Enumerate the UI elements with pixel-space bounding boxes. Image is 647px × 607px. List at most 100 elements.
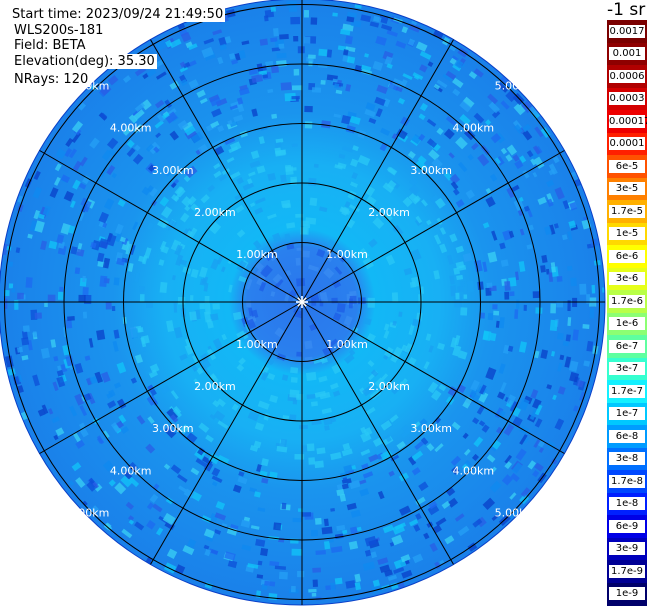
speckle-cell: [191, 365, 198, 372]
speckle-cell: [357, 154, 371, 166]
speckle-cell: [396, 128, 408, 140]
range-ring-label: 1.00km: [236, 248, 278, 261]
speckle-cell: [249, 444, 259, 452]
speckle-cell: [486, 454, 496, 463]
speckle-cell: [107, 74, 119, 86]
speckle-cell: [127, 515, 135, 522]
speckle-cell: [432, 524, 442, 534]
speckle-cell: [273, 522, 282, 531]
speckle-cell: [146, 520, 156, 530]
speckle-cell: [257, 507, 266, 512]
speckle-cell: [482, 261, 488, 273]
speckle-cell: [378, 15, 389, 24]
speckle-cell: [428, 500, 438, 510]
speckle-cell: [527, 105, 539, 118]
speckle-cell: [213, 163, 221, 170]
speckle-cell: [426, 443, 435, 452]
speckle-cell: [76, 248, 85, 257]
speckle-cell: [289, 414, 297, 421]
range-ring-label: 1.00km: [236, 338, 278, 351]
speckle-cell: [377, 557, 389, 566]
speckle-cell: [48, 240, 58, 250]
speckle-cell: [433, 30, 444, 39]
speckle-cell: [34, 220, 45, 233]
speckle-cell: [532, 145, 541, 155]
speckle-cell: [548, 224, 556, 235]
speckle-cell: [509, 291, 515, 297]
speckle-cell: [217, 56, 224, 65]
speckle-cell: [250, 309, 259, 319]
speckle-cell: [290, 167, 297, 171]
speckle-cell: [383, 330, 390, 339]
speckle-cell: [386, 63, 393, 69]
speckle-cell: [284, 164, 292, 172]
speckle-cell: [454, 513, 465, 522]
speckle-cell: [249, 202, 256, 208]
speckle-cell: [175, 254, 184, 266]
speckle-cell: [153, 146, 160, 153]
speckle-cell: [113, 329, 120, 339]
speckle-cell: [457, 350, 468, 360]
speckle-cell: [141, 186, 151, 196]
speckle-cell: [454, 59, 464, 69]
speckle-cell: [236, 363, 245, 372]
speckle-cell: [413, 524, 421, 532]
speckle-cell: [11, 287, 16, 293]
speckle-cell: [572, 329, 579, 341]
speckle-cell: [246, 318, 257, 330]
speckle-cell: [264, 580, 276, 587]
speckle-cell: [419, 64, 428, 73]
speckle-cell: [457, 161, 468, 173]
speckle-cell: [290, 366, 299, 374]
speckle-cell: [390, 352, 400, 363]
speckle-cell: [306, 394, 316, 400]
speckle-cell: [236, 330, 246, 340]
colorbar-swatch: 0.0003: [607, 87, 647, 111]
speckle-cell: [391, 534, 404, 546]
speckle-cell: [241, 332, 249, 340]
speckle-cell: [400, 554, 411, 563]
speckle-cell: [238, 50, 246, 59]
colorbar-swatch: 6e-6: [607, 245, 647, 268]
speckle-cell: [212, 338, 224, 351]
speckle-cell: [380, 420, 393, 431]
speckle-cell: [417, 155, 427, 165]
speckle-cell: [419, 102, 428, 112]
speckle-cell: [304, 340, 313, 350]
speckle-cell: [332, 312, 342, 322]
speckle-cell: [33, 209, 41, 220]
speckle-cell: [201, 276, 209, 285]
speckle-cell: [329, 382, 339, 390]
speckle-cell: [249, 160, 261, 168]
speckle-cell: [322, 345, 334, 356]
speckle-cell: [296, 351, 303, 357]
speckle-cell: [381, 373, 389, 381]
speckle-cell: [152, 503, 163, 513]
speckle-cell: [468, 71, 478, 80]
speckle-cell: [121, 528, 133, 539]
speckle-cell: [297, 570, 305, 578]
speckle-cell: [240, 519, 251, 528]
speckle-cell: [324, 541, 331, 550]
speckle-cell: [375, 108, 383, 118]
colorbar-swatch: 6e-5: [607, 155, 647, 178]
speckle-cell: [128, 476, 140, 488]
speckle-cell: [229, 104, 239, 111]
speckle-cell: [552, 394, 557, 401]
speckle-cell: [369, 21, 380, 28]
colorbar-label: 3e-9: [609, 542, 645, 556]
speckle-cell: [276, 445, 288, 453]
speckle-cell: [557, 332, 564, 340]
speckle-cell: [318, 48, 328, 57]
speckle-cell: [499, 317, 505, 329]
speckle-cell: [554, 418, 565, 431]
speckle-cell: [48, 408, 54, 415]
speckle-cell: [290, 176, 298, 184]
speckle-cell: [503, 423, 515, 436]
speckle-cell: [113, 277, 120, 286]
speckle-cell: [255, 268, 263, 276]
speckle-cell: [120, 426, 130, 434]
speckle-cell: [263, 15, 269, 22]
speckle-cell: [330, 582, 336, 591]
